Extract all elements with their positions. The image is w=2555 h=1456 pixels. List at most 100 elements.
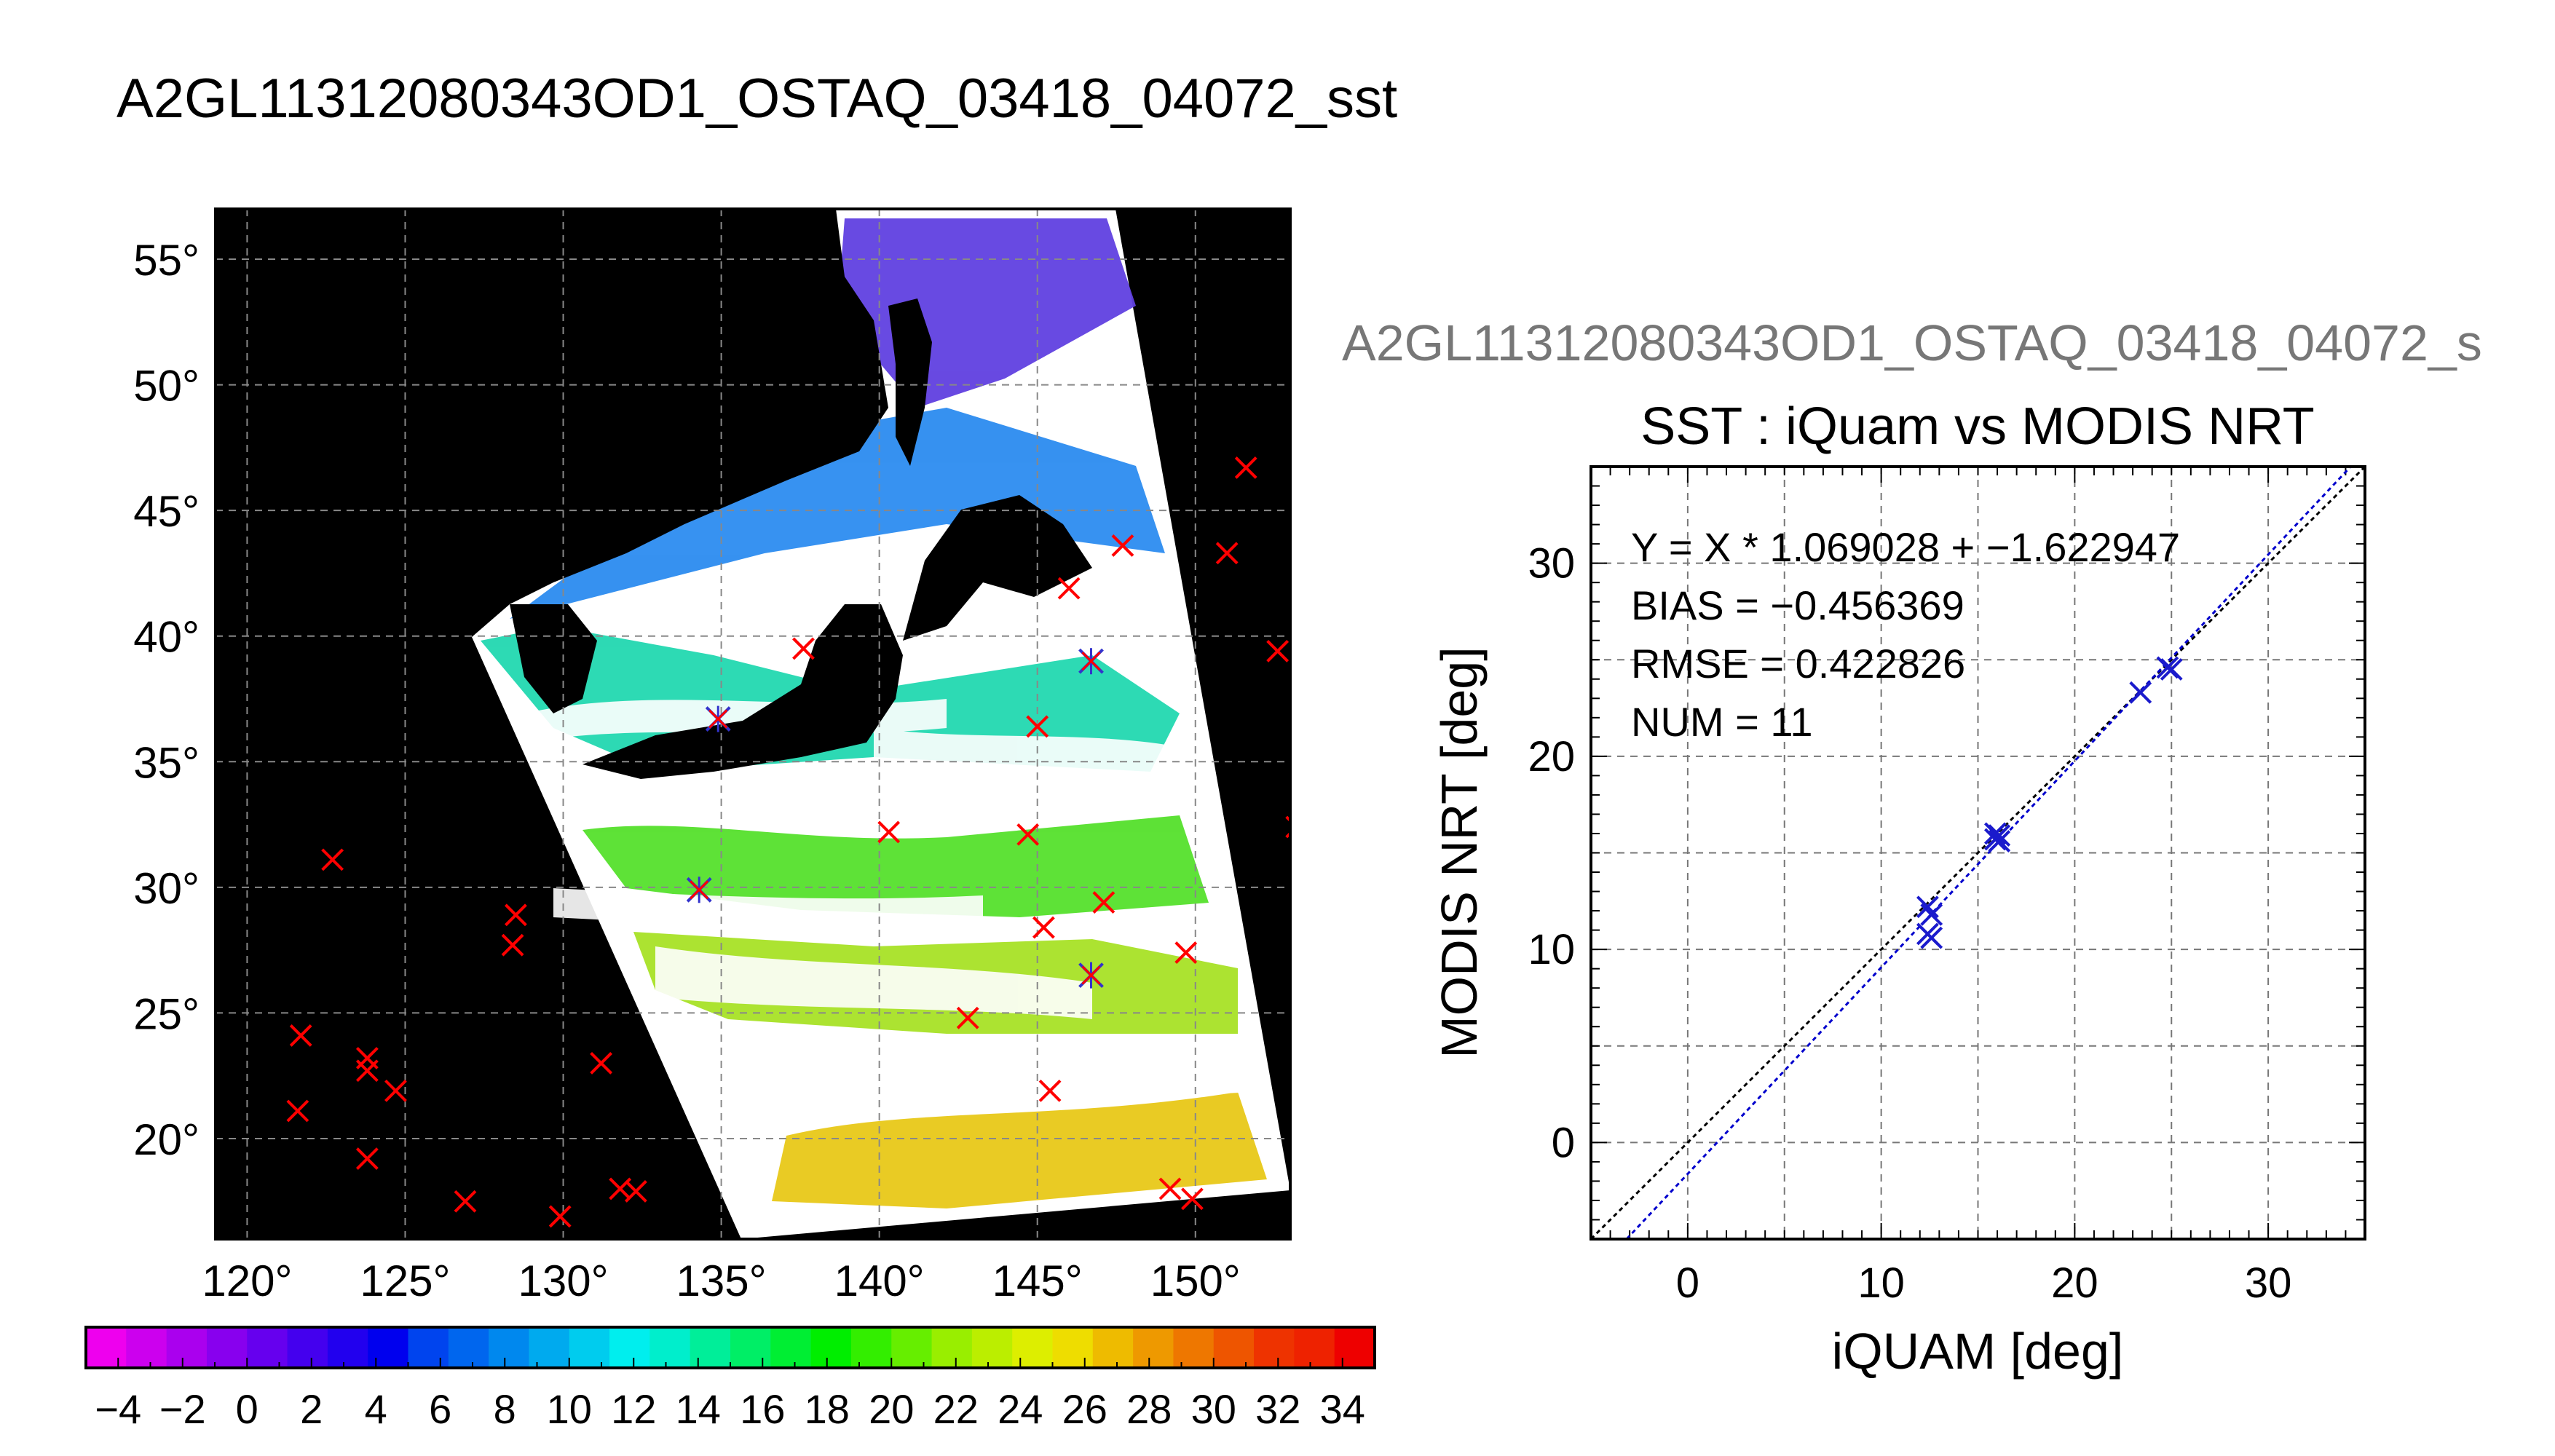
map-longitude-label: 130° [518, 1257, 608, 1305]
landmass-hokkaido [903, 495, 1092, 641]
colorbar-segment [569, 1327, 610, 1368]
scatter-point [2160, 658, 2183, 681]
map-longitude-label: 135° [676, 1257, 767, 1305]
map-matched-marker-overlay-stroke [1081, 965, 1101, 985]
map-obs-marker-stroke [1032, 916, 1055, 939]
colorbar-tick-label: 6 [429, 1386, 451, 1432]
colorbar-labels: −4 −2 0 2 4 6 8 10 12 14 16 18 20 22 24 26 28 30 32 34 [95, 1386, 1365, 1432]
map-latitude-label: 55° [133, 236, 200, 285]
scatter-lines [1590, 465, 2366, 1241]
map-longitude-label: 150° [1150, 1257, 1241, 1305]
scatter-y-tick-label: 10 [1528, 926, 1575, 973]
scatter-point [1920, 926, 1943, 949]
colorbar-segment [1294, 1327, 1335, 1368]
map-obs-marker-stroke [384, 1079, 407, 1102]
colorbar-segment [1052, 1327, 1094, 1368]
map-obs-marker-stroke [877, 820, 901, 844]
scatter-y-tick-labels: 0 10 20 30 [1528, 540, 1575, 1167]
colorbar-segment [529, 1327, 570, 1368]
map-obs-marker-stroke [956, 1006, 979, 1029]
map-obs-marker-stroke [1299, 865, 1319, 885]
map-obs-marker-stroke [501, 933, 524, 957]
colorbar [84, 1326, 1376, 1369]
map-frame [214, 207, 1292, 1241]
colorbar-segment [690, 1327, 731, 1368]
colorbar-segment [247, 1327, 288, 1368]
map-obs-marker-stroke [1234, 456, 1257, 479]
colorbar-segment [810, 1327, 852, 1368]
colorbar-segment [971, 1327, 1013, 1368]
map-obs-marker [355, 1059, 379, 1083]
map-obs-marker-stroke [1057, 577, 1081, 600]
colorbar-segment [1012, 1327, 1054, 1368]
map-obs-marker-stroke [590, 1052, 613, 1075]
map-longitude-label: 120° [202, 1257, 292, 1305]
colorbar-segment [1213, 1327, 1255, 1368]
colorbar-tick-label: 20 [869, 1386, 914, 1432]
map-latitude-label: 50° [133, 362, 200, 411]
map-matched-marker [705, 705, 731, 732]
land [216, 209, 1092, 779]
scatter-plot: Y = X * 1.069028 + −1.622947 BIAS = −0.45… [1431, 465, 2366, 1380]
scatter-x-tick-label: 10 [1857, 1259, 1905, 1307]
map-matched-marker-overlay-stroke [690, 880, 709, 900]
sst-patch-green [583, 815, 1209, 917]
scatter-point-stroke [1984, 822, 2007, 845]
colorbar-tick-label: −4 [95, 1386, 141, 1432]
map-matched-marker-overlay-stroke [1081, 652, 1101, 671]
scatter-point [1916, 895, 1939, 919]
map-obs-marker [504, 903, 527, 927]
map-obs-marker [1016, 823, 1040, 846]
sst-map [216, 209, 1319, 1239]
colorbar-tick-label: 0 [236, 1386, 258, 1432]
map-longitude-label: 140° [834, 1257, 925, 1305]
map-latitude-label: 35° [133, 738, 200, 787]
scatter-point-stroke [2160, 658, 2183, 681]
map-obs-marker [1026, 715, 1049, 738]
map-obs-marker [1057, 577, 1081, 600]
colorbar-segment [126, 1327, 167, 1368]
map-obs-marker [1234, 456, 1257, 479]
map-latitude-label: 30° [133, 864, 200, 913]
map-obs-marker [1038, 1079, 1062, 1102]
map-matched-marker [1078, 962, 1104, 989]
map-matched-marker [1078, 648, 1104, 675]
landmass-korea [510, 604, 597, 713]
colorbar-segment [891, 1327, 933, 1368]
map-obs-marker-stroke [454, 1190, 477, 1213]
map-obs-marker [321, 848, 344, 871]
map-obs-marker [1215, 542, 1239, 565]
colorbar-tick-label: 22 [933, 1386, 979, 1432]
scatter-y-tick-label: 30 [1528, 540, 1575, 587]
map-obs-marker-stroke [1158, 1177, 1182, 1200]
scatter-y-tick-label: 0 [1552, 1119, 1575, 1166]
scatter-x-tick-label: 0 [1676, 1259, 1699, 1307]
colorbar-tick-label: 18 [805, 1386, 850, 1432]
cloud-streak [801, 1048, 1260, 1099]
cloud-streak [553, 888, 983, 928]
sst-patch-north [510, 408, 1165, 619]
map-obs-marker-stroke [1092, 891, 1115, 914]
colorbar-tick-label: 16 [740, 1386, 785, 1432]
map-obs-marker-stroke [1174, 941, 1198, 964]
colorbar-segment [1133, 1327, 1174, 1368]
scatter-frame [1590, 465, 2366, 1241]
colorbar-segment [770, 1327, 812, 1368]
scatter-y-axis-label: MODIS NRT [deg] [1431, 646, 1488, 1058]
map-obs-marker-stroke [792, 637, 815, 660]
colorbar-tick-label: 28 [1126, 1386, 1172, 1432]
cloud-streak [655, 946, 1092, 1019]
map-obs-marker [1111, 534, 1134, 557]
map-obs-marker-stroke [1016, 823, 1040, 846]
map-obs-marker-stroke [548, 1205, 572, 1228]
scatter-point-stroke [1988, 830, 2011, 852]
scatter-point-stroke [1920, 903, 1943, 926]
map-obs-marker [877, 820, 901, 844]
map-latitude-label: 40° [133, 613, 200, 662]
map-obs-marker-stroke [355, 1059, 379, 1083]
landmass-sakhalin [888, 298, 932, 466]
scatter-point [1920, 903, 1943, 926]
scatter-y-tick-label: 20 [1528, 733, 1575, 780]
colorbar-tick-label: 30 [1191, 1386, 1236, 1432]
map-obs-marker-stroke [286, 1099, 309, 1123]
